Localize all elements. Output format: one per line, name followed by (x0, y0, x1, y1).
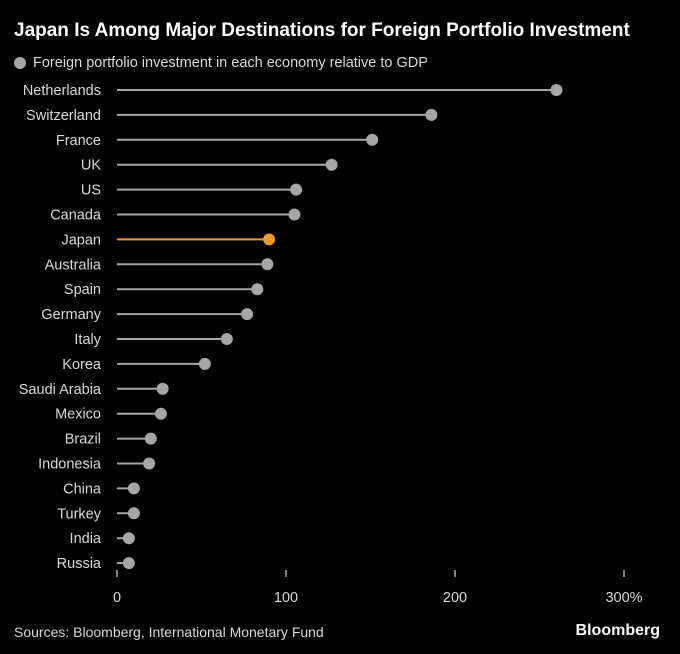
point-spain (251, 283, 264, 296)
point-russia (122, 557, 135, 570)
category-label-brazil: Brazil (65, 432, 101, 448)
category-label-italy: Italy (74, 332, 101, 348)
category-label-us: US (81, 183, 101, 199)
category-label-china: China (63, 481, 102, 497)
x-tick-label-0: 0 (113, 590, 121, 606)
point-brazil (144, 432, 157, 445)
point-turkey (127, 507, 140, 520)
point-netherlands (550, 84, 563, 96)
legend-label: Foreign portfolio investment in each eco… (33, 55, 428, 71)
category-label-germany: Germany (41, 307, 101, 323)
point-italy (220, 333, 233, 345)
point-uk (325, 158, 338, 171)
category-label-switzerland: Switzerland (26, 108, 101, 124)
category-label-india: India (70, 531, 102, 547)
category-label-indonesia: Indonesia (38, 457, 102, 473)
x-tick-label-300: 300% (605, 590, 642, 606)
point-australia (261, 258, 274, 271)
point-canada (288, 208, 301, 221)
x-tick-label-200: 200 (443, 590, 467, 606)
category-label-canada: Canada (50, 208, 102, 224)
category-label-korea: Korea (62, 357, 102, 373)
chart-title: Japan Is Among Major Destinations for Fo… (14, 20, 630, 41)
point-switzerland (425, 108, 438, 121)
category-label-netherlands: Netherlands (23, 83, 101, 99)
point-saudi-arabia (156, 382, 169, 395)
category-label-russia: Russia (57, 556, 102, 572)
legend-dot-icon (14, 57, 26, 69)
source-note: Sources: Bloomberg, International Moneta… (14, 624, 324, 640)
category-label-spain: Spain (64, 282, 101, 298)
point-indonesia (143, 457, 156, 470)
point-india (122, 532, 135, 545)
point-france (366, 133, 379, 146)
x-tick-label-100: 100 (274, 590, 298, 606)
point-us (290, 183, 303, 196)
category-label-saudi-arabia: Saudi Arabia (19, 382, 102, 398)
category-label-france: France (56, 133, 101, 149)
category-label-turkey: Turkey (57, 506, 102, 522)
point-china (127, 482, 140, 495)
point-mexico (154, 407, 167, 420)
point-korea (198, 357, 211, 370)
chart-legend: Foreign portfolio investment in each eco… (14, 55, 428, 71)
category-label-australia: Australia (45, 257, 102, 273)
brand-logo: Bloomberg (575, 622, 660, 639)
category-label-japan: Japan (61, 232, 101, 248)
point-japan (263, 233, 276, 246)
category-label-uk: UK (81, 158, 101, 174)
point-germany (241, 308, 254, 321)
category-label-mexico: Mexico (55, 407, 101, 423)
